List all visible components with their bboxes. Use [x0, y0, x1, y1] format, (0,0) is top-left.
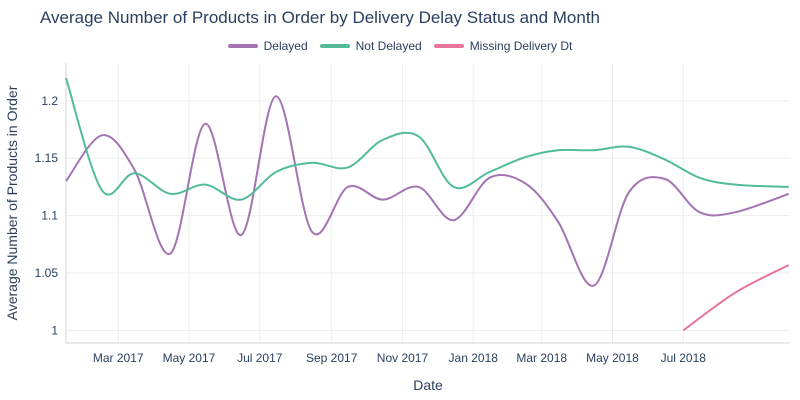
y-tick-label: 1.1	[41, 209, 58, 223]
gridlines	[66, 63, 790, 343]
y-axis-title: Average Number of Products in Order	[4, 85, 20, 320]
x-tick-label: Jul 2017	[237, 351, 283, 365]
series-line-not-delayed[interactable]	[65, 77, 789, 201]
legend-label-missing-delivery-dt: Missing Delivery Dt	[469, 39, 573, 53]
x-tick-label: May 2017	[163, 351, 216, 365]
legend-swatch-delayed	[227, 44, 258, 48]
legend-swatch-missing-delivery-dt	[433, 44, 464, 48]
series-lines	[65, 77, 790, 332]
x-tick-label: Mar 2017	[93, 351, 144, 365]
tick-labels: Mar 2017 May 2017 Jul 2017 Sep 2017 Nov 2017…	[35, 94, 707, 365]
x-tick-label: May 2018	[586, 351, 639, 365]
y-tick-label: 1.2	[41, 94, 58, 108]
chart-title: Average Number of Products in Order by D…	[40, 8, 601, 27]
x-tick-label: Nov 2017	[377, 351, 429, 365]
legend-label-not-delayed: Not Delayed	[355, 39, 422, 53]
axes	[65, 63, 790, 344]
series-line-delayed[interactable]	[65, 95, 790, 287]
legend-item-delayed[interactable]: Delayed	[227, 39, 308, 53]
y-tick-label: 1.05	[35, 266, 59, 280]
x-tick-label: Sep 2017	[306, 351, 358, 365]
x-tick-label: Jan 2018	[449, 351, 499, 365]
x-axis-title: Date	[413, 377, 443, 393]
y-tick-label: 1.15	[35, 151, 59, 165]
x-tick-label: Mar 2018	[516, 351, 567, 365]
legend-item-missing-delivery-dt[interactable]: Missing Delivery Dt	[433, 39, 573, 53]
legend-label-delayed: Delayed	[263, 39, 308, 53]
legend-item-not-delayed[interactable]: Not Delayed	[319, 39, 422, 53]
series-line-missing-delivery-dt[interactable]	[682, 264, 790, 332]
legend-swatch-not-delayed	[319, 44, 350, 48]
chart-legend: Delayed Not Delayed Missing Delivery Dt	[0, 39, 800, 53]
y-tick-label: 1	[51, 323, 58, 337]
x-tick-label: Jul 2018	[661, 351, 707, 365]
